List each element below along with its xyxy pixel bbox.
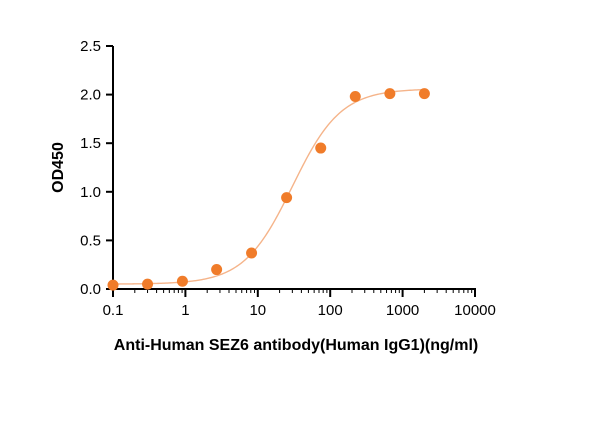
x-tick-label: 10: [249, 302, 266, 319]
x-tick-label: 10000: [454, 302, 496, 319]
axes: [112, 46, 476, 290]
data-point: [246, 247, 258, 259]
y-tick-label: 0.5: [80, 232, 101, 249]
data-point: [315, 142, 327, 154]
y-tick-label: 1.0: [80, 184, 101, 201]
x-tick-label: 0.1: [103, 302, 124, 319]
y-ticks: 0.0 0.5 1.0 1.5 2.0 2.5: [80, 38, 113, 298]
fit-curve-layer: [112, 88, 425, 285]
data-point: [418, 88, 430, 100]
x-tick-label: 1000: [386, 302, 419, 319]
x-axis-title: Anti-Human SEZ6 antibody(Human IgG1)(ng/…: [114, 337, 478, 354]
data-point: [142, 278, 154, 290]
data-point: [384, 88, 396, 100]
data-point: [107, 279, 119, 291]
x-ticks: 0.1 1 10 100 1000 10000: [103, 289, 496, 319]
data-point: [349, 91, 361, 103]
data-point: [211, 264, 223, 276]
fit-curve: [112, 88, 425, 285]
y-tick-label: 1.5: [80, 135, 101, 152]
x-tick-label: 100: [318, 302, 343, 319]
y-axis-title: OD450: [50, 142, 67, 193]
data-points: [107, 88, 430, 291]
y-tick-label: 2.5: [80, 38, 101, 55]
y-tick-label: 2.0: [80, 87, 101, 104]
y-tick-label: 0.0: [80, 281, 101, 298]
x-tick-label: 1: [181, 302, 189, 319]
data-point: [281, 192, 293, 204]
data-point: [176, 275, 188, 287]
